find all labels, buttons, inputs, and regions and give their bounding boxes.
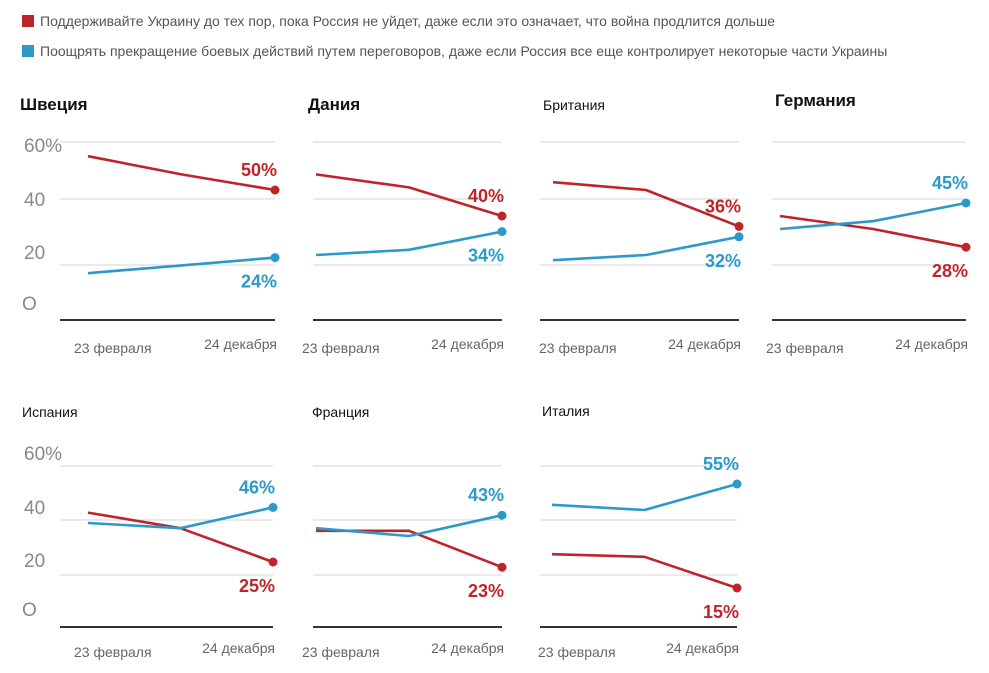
chart-2-label-negotiate: 32% [705,251,741,271]
chart-0-endpoint-negotiate [270,253,280,263]
legend-swatch-support [22,15,34,27]
chart-5-title: Франция [312,404,369,420]
chart-2-endpoint-negotiate [734,232,744,242]
legend: Поддерживайте Украину до тех пор, пока Р… [22,10,887,70]
chart-1-line-negotiate [315,230,503,257]
chart-2-line-negotiate [552,235,740,262]
chart-3-label-negotiate: 45% [932,173,968,193]
chart-3-line-negotiate [779,201,967,231]
chart-2-label-support: 36% [705,196,741,216]
legend-item-support: Поддерживайте Украину до тех пор, пока Р… [22,10,887,32]
chart-0-ytick-1: 40 [24,190,45,211]
chart-0-xtick-start: 23 февраля [74,340,152,356]
chart-5-xtick-end: 24 декабря [431,640,504,656]
chart-2-line-support [552,180,740,228]
chart-3-title: Германия [775,91,856,110]
chart-5-line-negotiate [315,513,503,538]
chart-0-endpoint-support [270,185,280,195]
chart-6-label-negotiate: 55% [703,454,739,474]
chart-3-xtick-start: 23 февраля [766,340,844,356]
chart-4-ytick-1: 40 [24,498,45,519]
chart-5-endpoint-negotiate [497,510,507,520]
chart-1-line-support [315,173,503,218]
chart-5-label-negotiate: 43% [468,485,504,505]
chart-4-xtick-start: 23 февраля [74,644,152,660]
chart-6-line-support [551,552,738,590]
chart-3-endpoint-support [961,242,971,252]
legend-item-negotiate: Поощрять прекращение боевых действий пут… [22,40,887,62]
chart-1-title: Дания [308,95,360,114]
chart-1-xtick-end: 24 декабря [431,336,504,352]
chart-0-ytick-0: 60% [24,136,62,157]
chart-4-endpoint-negotiate [268,502,278,512]
chart-5-xtick-start: 23 февраля [302,644,380,660]
chart-0-label-support: 50% [241,160,277,180]
chart-4-endpoint-support [268,557,278,567]
chart-6-endpoint-negotiate [732,479,742,489]
chart-6-endpoint-support [732,583,742,593]
chart-4-label-negotiate: 46% [239,477,275,497]
chart-6-label-support: 15% [703,602,739,622]
chart-4-ytick-3: О [22,600,37,621]
chart-4-title: Испания [22,404,78,420]
chart-0-ytick-3: О [22,294,37,315]
chart-1-label-negotiate: 34% [468,246,504,266]
chart-2-xtick-end: 24 декабря [668,336,741,352]
chart-1-xtick-start: 23 февраля [302,340,380,356]
chart-1-endpoint-negotiate [497,227,507,237]
chart-3-line-support [779,214,967,249]
chart-2-title: Британия [543,97,605,113]
chart-0-line-negotiate [87,256,276,275]
chart-0-xtick-end: 24 декабря [204,336,277,352]
chart-3-label-support: 28% [932,261,968,281]
chart-4-ytick-2: 20 [24,551,45,572]
chart-2-xtick-start: 23 февраля [539,340,617,356]
chart-4-ytick-0: 60% [24,444,62,465]
chart-0-line-support [87,154,276,192]
legend-swatch-negotiate [22,45,34,57]
legend-label-negotiate: Поощрять прекращение боевых действий пут… [40,43,888,59]
chart-6-xtick-start: 23 февраля [538,644,616,660]
chart-5-label-support: 23% [468,581,504,601]
chart-6-xtick-end: 24 декабря [666,640,739,656]
chart-1-endpoint-support [497,211,507,221]
chart-0-ytick-2: 20 [24,243,45,264]
chart-4-label-support: 25% [239,576,275,596]
chart-3-endpoint-negotiate [961,198,971,208]
chart-2-endpoint-support [734,221,744,231]
chart-6-line-negotiate [551,482,738,512]
chart-5-endpoint-support [497,562,507,572]
chart-4-xtick-end: 24 декабря [202,640,275,656]
chart-1-label-support: 40% [468,186,504,206]
chart-0-title: Швеция [20,95,88,114]
chart-4-line-negotiate [87,506,274,530]
chart-6-title: Италия [542,403,590,419]
chart-0-label-negotiate: 24% [241,272,277,292]
legend-label-support: Поддерживайте Украину до тех пор, пока Р… [40,13,775,29]
chart-3-xtick-end: 24 декабря [895,336,968,352]
